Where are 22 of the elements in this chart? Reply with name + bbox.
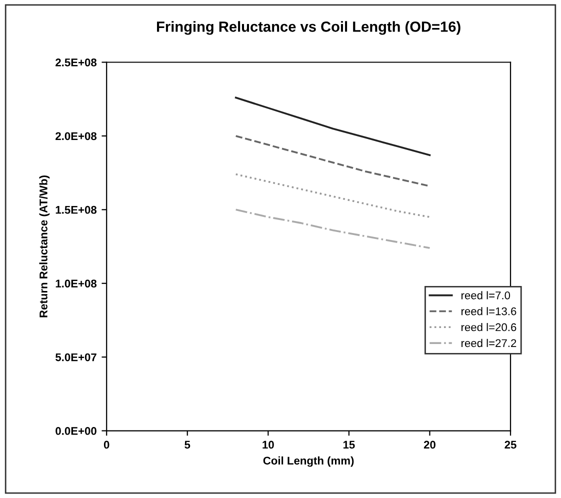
line-series — [234, 208, 431, 249]
x-tick-label: 5 — [184, 440, 190, 449]
line-series — [234, 173, 431, 218]
x-tick-label: 20 — [424, 440, 436, 449]
y-tick-label: 1.5E+08 — [56, 206, 97, 214]
x-tick-label: 0 — [104, 440, 110, 449]
x-tick-label: 25 — [504, 440, 516, 449]
line-series — [234, 96, 431, 156]
legend-label: reed l=20.6 — [462, 322, 516, 332]
y-tick-label: 2.5E+08 — [56, 58, 97, 66]
y-tick-label: 5.0E+07 — [56, 353, 96, 362]
y-tick-label: 1.0E+08 — [56, 280, 97, 288]
x-axis-title: Coil Length (mm) — [263, 456, 354, 467]
legend-label: reed l=7.0 — [462, 291, 510, 300]
x-tick-label: 15 — [343, 440, 355, 449]
y-axis-title: Return Reluctance (AT/Wb) — [39, 176, 50, 318]
legend-label: reed l=13.6 — [462, 307, 516, 316]
y-tick-label: 0.0E+00 — [56, 427, 96, 435]
legend-label: reed l=27.2 — [462, 338, 516, 348]
chart-title: Fringing Reluctance vs Coil Length (OD=16) — [157, 21, 460, 35]
y-tick-label: 2.0E+08 — [56, 132, 97, 140]
x-tick-label: 10 — [262, 440, 274, 449]
